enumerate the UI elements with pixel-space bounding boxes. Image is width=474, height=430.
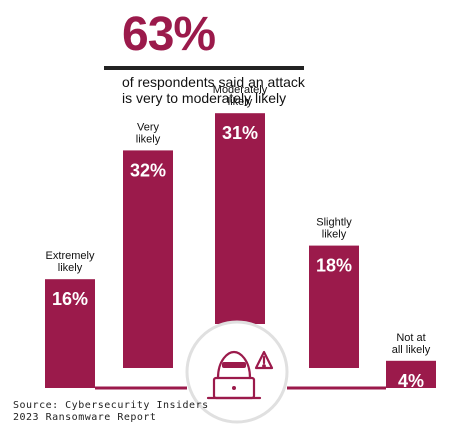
category-label-0-line-1: likely [58, 262, 83, 274]
warning-icon [254, 350, 274, 370]
source-line1: Source: Cybersecurity Insiders [13, 400, 209, 411]
headline-underline [104, 66, 304, 70]
category-label-3-line-1: likely [322, 229, 347, 241]
category-label-2-line-1: likely [228, 96, 253, 108]
category-label-4-line-1: all likely [392, 344, 431, 356]
value-label-2: 31% [222, 123, 258, 143]
source-note: Source: Cybersecurity Insiders 2023 Rans… [13, 400, 209, 424]
bar-3 [309, 245, 359, 368]
bar-4 [386, 360, 436, 388]
bar-1 [123, 150, 173, 368]
category-label-3-line-0: Slightly [316, 217, 352, 229]
value-label-1: 32% [130, 160, 166, 180]
category-label-2: Moderately likely [213, 84, 268, 108]
category-label-2-line-0: Moderately [213, 84, 268, 96]
hacker-laptop-icon [206, 350, 262, 400]
category-label-3: Slightly likely [316, 217, 352, 241]
category-label-4-line-0: Not at [396, 332, 425, 344]
category-label-1: Very likely [136, 121, 161, 145]
source-line2: 2023 Ransomware Report [13, 412, 157, 423]
bar-2 [215, 113, 265, 324]
bar-0 [45, 279, 95, 388]
category-label-1-line-0: Very [137, 121, 160, 133]
category-label-0-line-0: Extremely [46, 250, 95, 262]
headline-subtitle-line2: is very to moderately likely [122, 90, 287, 106]
value-label-3: 18% [316, 256, 352, 276]
headline-subtitle-line1: of respondents said an attack [122, 74, 305, 90]
category-label-4: Not at all likely [392, 332, 431, 356]
value-label-4: 4% [398, 371, 424, 391]
category-label-0: Extremely likely [46, 250, 95, 274]
category-label-1-line-1: likely [136, 133, 161, 145]
value-label-0: 16% [52, 289, 88, 309]
bars-layer [45, 113, 436, 388]
headline-subtitle: of respondents said an attack is very to… [122, 74, 305, 106]
center-icon-group [185, 320, 289, 424]
headline-value: 63% [122, 8, 216, 61]
